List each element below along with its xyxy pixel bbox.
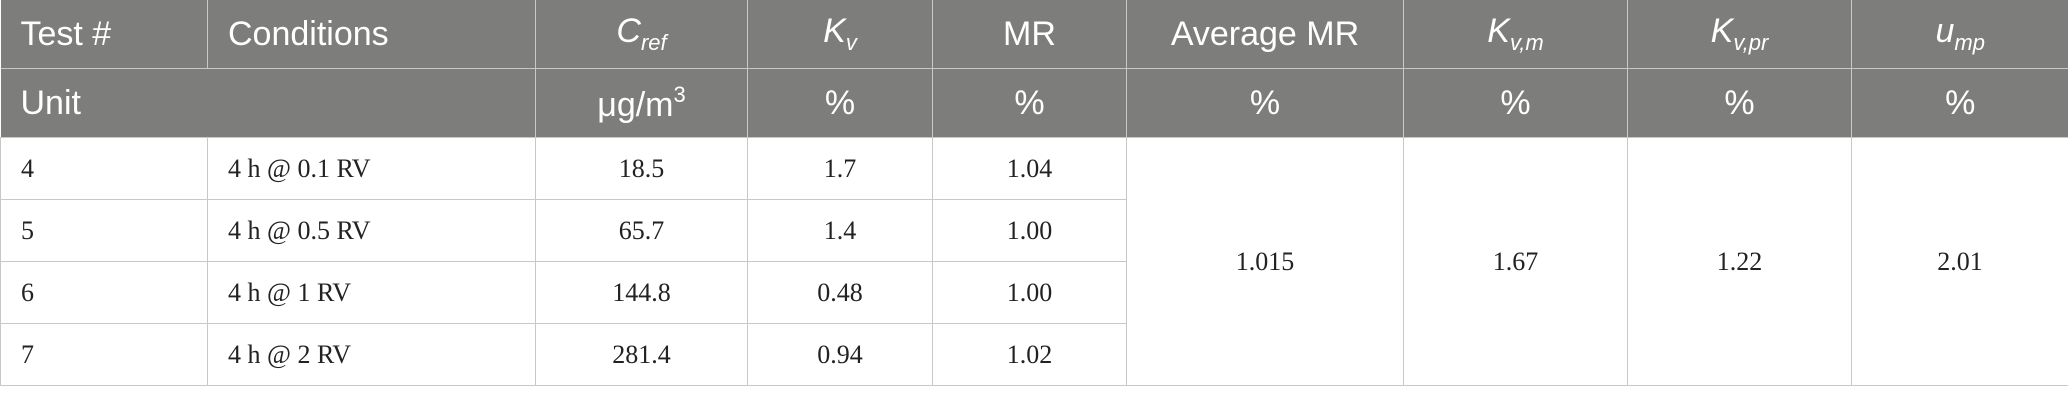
cell-mr: 1.00 bbox=[932, 199, 1127, 262]
cell-kv: 0.48 bbox=[747, 261, 933, 324]
cell-test: 7 bbox=[0, 323, 208, 386]
unit-c-ref-superscript: 3 bbox=[673, 81, 686, 107]
cell-conditions: 4 h @ 0.5 RV bbox=[207, 199, 536, 262]
table-row: 6 4 h @ 1 RV 144.8 0.48 1.00 bbox=[0, 261, 2068, 324]
unit-label: Unit bbox=[0, 68, 536, 138]
cell-mr: 1.04 bbox=[932, 137, 1127, 200]
ump-symbol: u bbox=[1935, 12, 1955, 50]
cell-conditions: 4 h @ 1 RV bbox=[207, 261, 536, 324]
cell-c-ref: 281.4 bbox=[535, 323, 748, 386]
unit-c-ref: μg/m3 bbox=[535, 68, 748, 138]
header-kvm: Kv,m bbox=[1403, 0, 1628, 69]
header-mr: MR bbox=[932, 0, 1127, 69]
header-kvpr: Kv,pr bbox=[1627, 0, 1852, 69]
c-ref-subscript: ref bbox=[640, 30, 667, 55]
cell-mr: 1.02 bbox=[932, 323, 1127, 386]
cell-kv: 0.94 bbox=[747, 323, 933, 386]
unit-kvm: % bbox=[1403, 68, 1628, 138]
cell-ump: 2.01 bbox=[1851, 137, 2068, 386]
unit-row: Unit μg/m3 % % % % % % bbox=[0, 68, 2068, 138]
cell-c-ref: 144.8 bbox=[535, 261, 748, 324]
table-row: 5 4 h @ 0.5 RV 65.7 1.4 1.00 bbox=[0, 199, 2068, 262]
kvm-symbol: K bbox=[1487, 12, 1510, 50]
cell-mr: 1.00 bbox=[932, 261, 1127, 324]
header-ump: ump bbox=[1851, 0, 2068, 69]
unit-average-mr: % bbox=[1126, 68, 1404, 138]
unit-kv: % bbox=[747, 68, 933, 138]
header-average-mr: Average MR bbox=[1126, 0, 1404, 69]
unit-ump: % bbox=[1851, 68, 2068, 138]
cell-test: 6 bbox=[0, 261, 208, 324]
cell-kv: 1.4 bbox=[747, 199, 933, 262]
c-ref-symbol: C bbox=[616, 12, 641, 50]
header-conditions: Conditions bbox=[207, 0, 536, 69]
unit-mr: % bbox=[932, 68, 1127, 138]
header-test-num: Test # bbox=[0, 0, 208, 69]
header-c-ref: Cref bbox=[535, 0, 748, 69]
cell-average-mr: 1.015 bbox=[1126, 137, 1404, 386]
table-row: 7 4 h @ 2 RV 281.4 0.94 1.02 bbox=[0, 323, 2068, 386]
unit-c-ref-base: μg/m bbox=[597, 85, 674, 124]
cell-conditions: 4 h @ 0.1 RV bbox=[207, 137, 536, 200]
cell-test: 4 bbox=[0, 137, 208, 200]
cell-kvpr: 1.22 bbox=[1627, 137, 1852, 386]
table-row: 4 4 h @ 0.1 RV 18.5 1.7 1.04 1.015 1.67 … bbox=[0, 137, 2068, 386]
cell-conditions: 4 h @ 2 RV bbox=[207, 323, 536, 386]
header-row: Test # Conditions Cref Kv MR Average MR … bbox=[0, 0, 2068, 69]
cell-test: 5 bbox=[0, 199, 208, 262]
ump-subscript: mp bbox=[1954, 30, 1985, 55]
kv-symbol: K bbox=[823, 12, 846, 50]
kv-subscript: v bbox=[845, 30, 857, 55]
cell-kv: 1.7 bbox=[747, 137, 933, 200]
cell-kvm: 1.67 bbox=[1403, 137, 1628, 386]
kvpr-subscript: v,pr bbox=[1733, 30, 1769, 55]
unit-kvpr: % bbox=[1627, 68, 1852, 138]
kvm-subscript: v,m bbox=[1509, 30, 1544, 55]
cell-c-ref: 18.5 bbox=[535, 137, 748, 200]
cell-c-ref: 65.7 bbox=[535, 199, 748, 262]
kvpr-symbol: K bbox=[1710, 12, 1734, 50]
header-kv: Kv bbox=[747, 0, 933, 69]
results-table: Test # Conditions Cref Kv MR Average MR … bbox=[0, 0, 2068, 386]
